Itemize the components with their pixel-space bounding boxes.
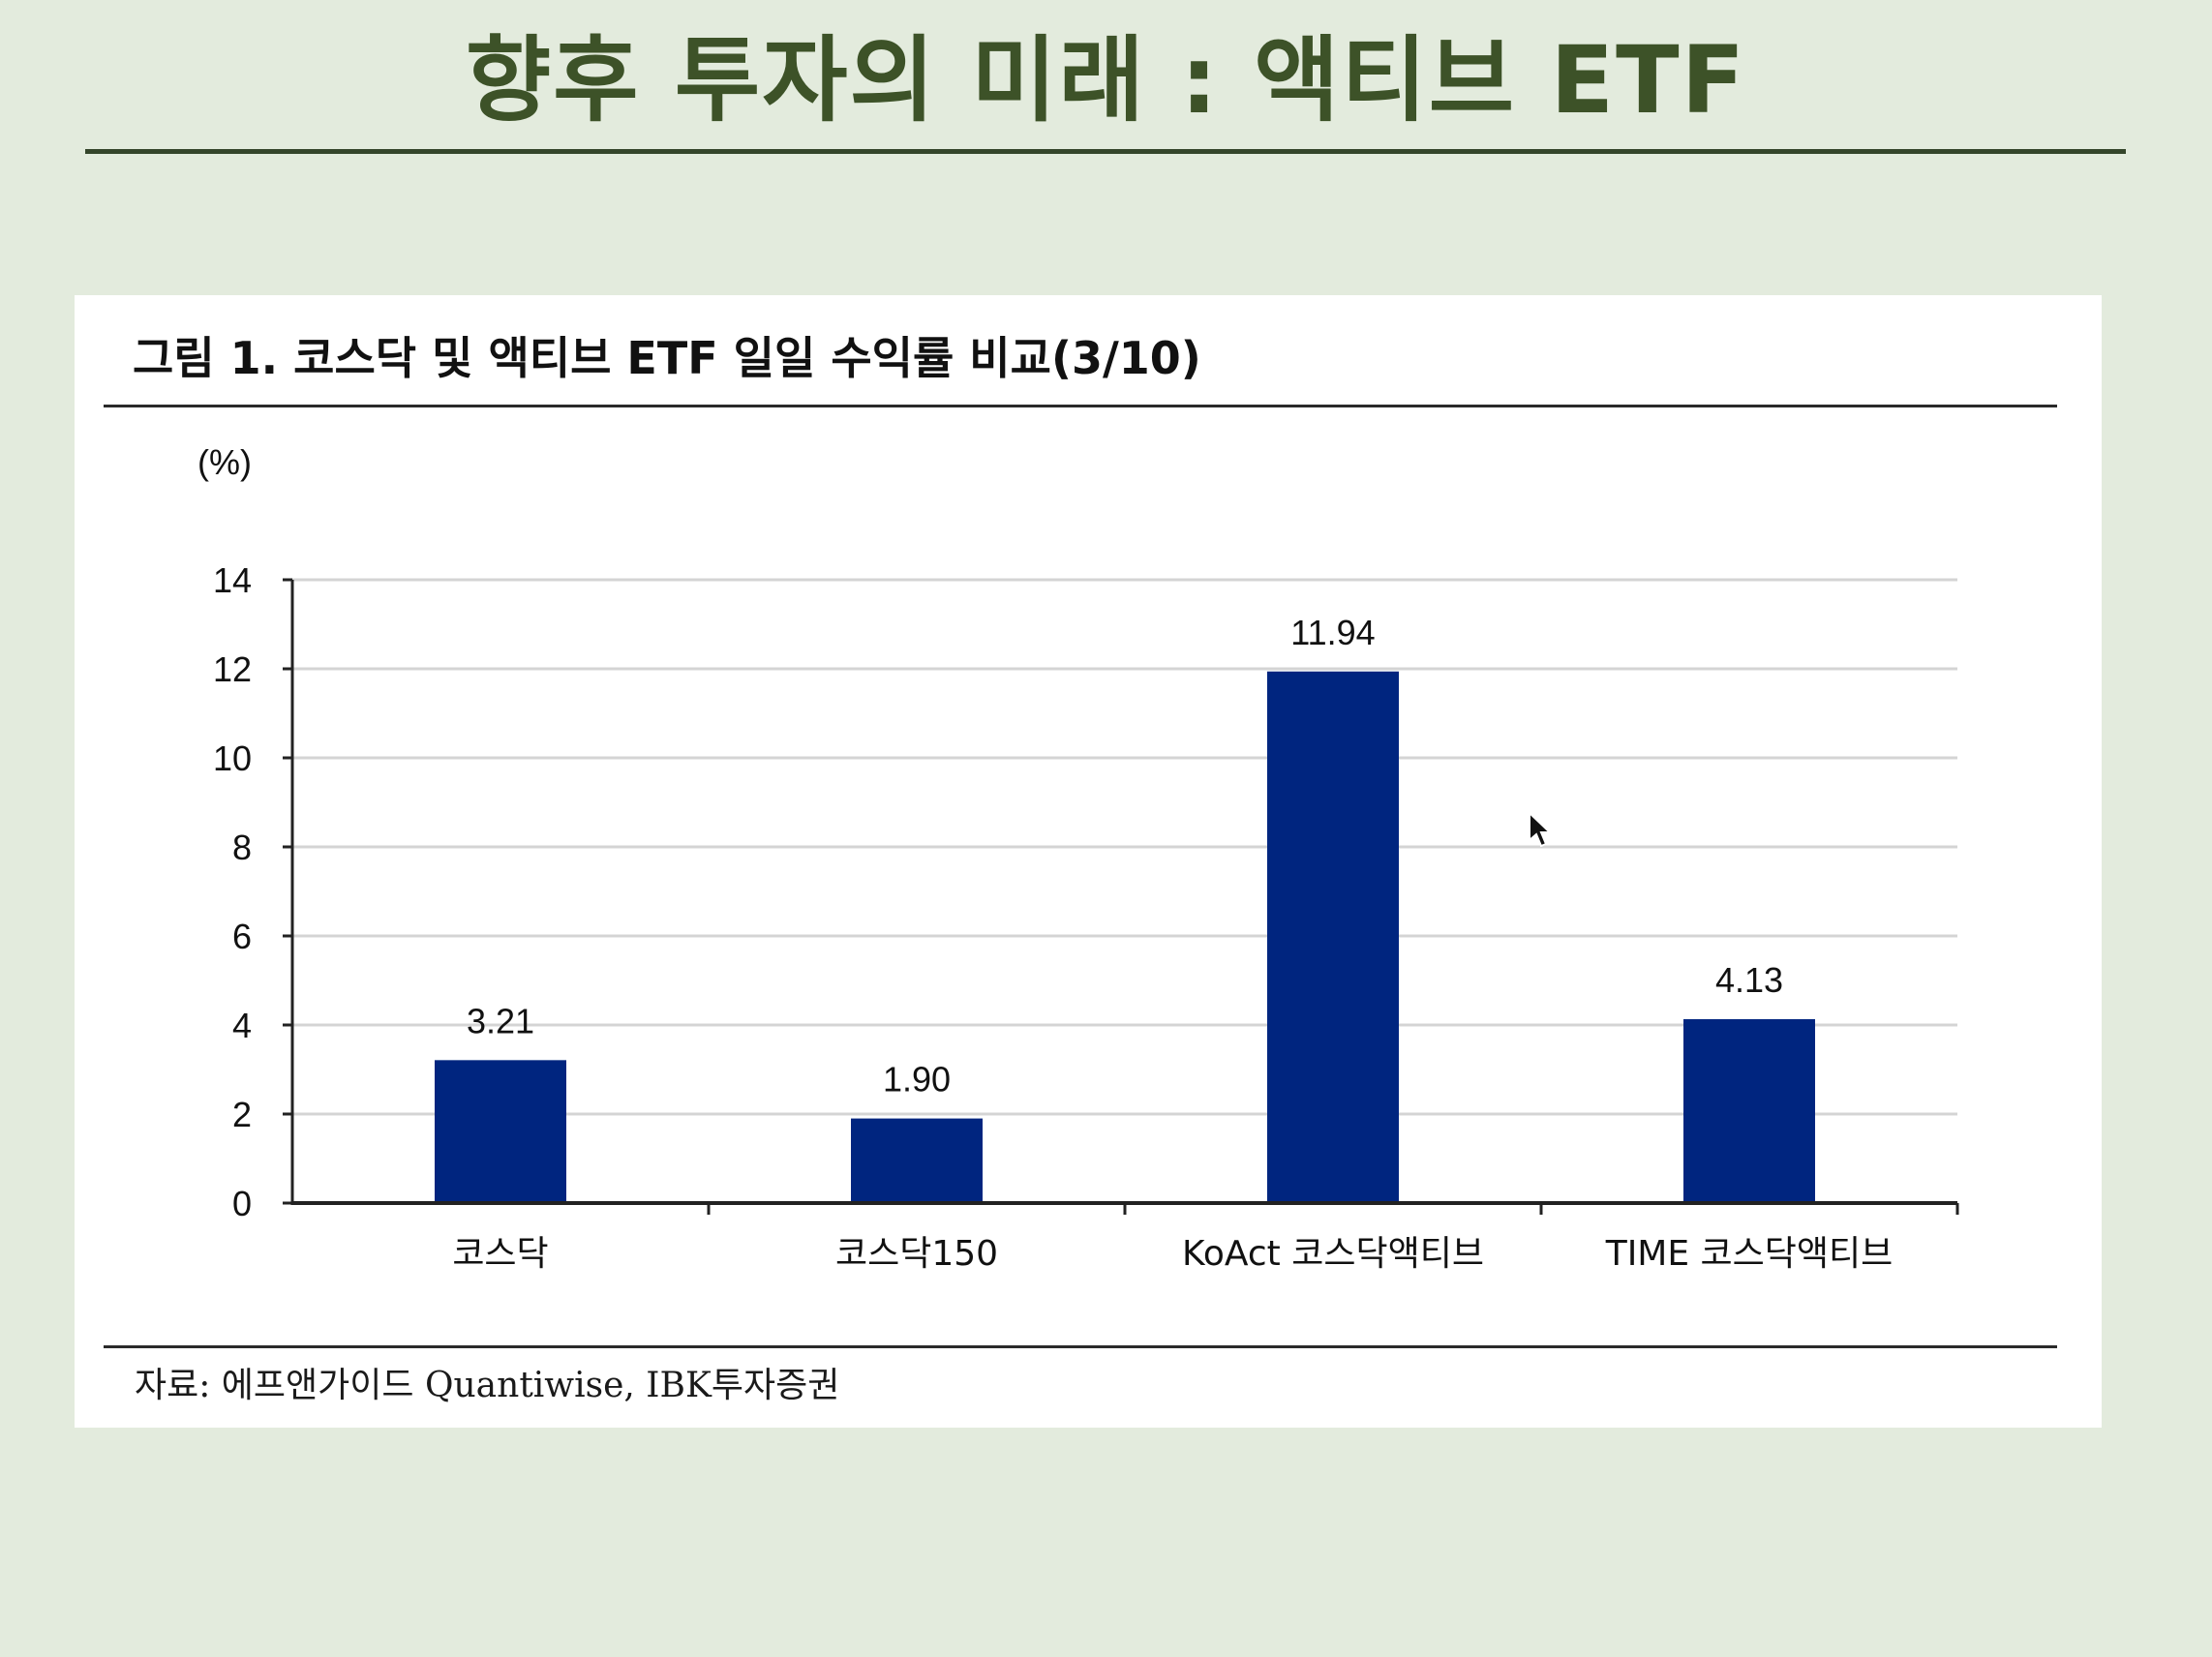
figure-card: 그림 1. 코스닥 및 액티브 ETF 일일 수익률 비교(3/10) 0 2 4 6… (75, 295, 2102, 1428)
y-tick-label: 2 (232, 1095, 252, 1134)
y-tick-label: 14 (213, 560, 252, 600)
bar (435, 1060, 566, 1203)
x-tick-label: TIME 코스닥액티브 (1605, 1234, 1894, 1274)
bars (435, 671, 1815, 1203)
grid-lines (292, 578, 1957, 1116)
data-label: 4.13 (1715, 960, 1783, 1000)
figure-title: 그림 1. 코스닥 및 액티브 ETF 일일 수익률 비교(3/10) (133, 332, 1201, 384)
y-tick-label: 8 (232, 828, 252, 867)
y-tick-label: 6 (232, 917, 252, 956)
data-label: 1.90 (883, 1060, 951, 1100)
y-tick-label: 0 (232, 1184, 252, 1223)
axes (283, 578, 1959, 1215)
slide-title: 향후 투자의 미래 : 액티브 ETF (465, 26, 1747, 135)
x-tick-label: 코스닥 (452, 1234, 548, 1274)
bar (1267, 671, 1399, 1203)
x-tick-label: 코스닥150 (835, 1234, 998, 1274)
figure-source: 자료: 에프앤가이드 Quantiwise, IBK투자증권 (135, 1366, 840, 1405)
bar (1683, 1019, 1815, 1203)
data-label: 11.94 (1290, 613, 1375, 652)
bar-chart: 0 2 4 6 8 10 12 14 (%) 3.21 코스닥 1.90 코스닥150 11.94 KoAc… (197, 442, 1959, 1274)
y-tick-label: 10 (213, 738, 252, 778)
y-tick-label: 12 (213, 649, 252, 689)
y-tick-label: 4 (232, 1006, 252, 1045)
x-tick-label: KoAct 코스닥액티브 (1182, 1234, 1484, 1274)
figure-bottom-divider (104, 1345, 2057, 1348)
y-unit-label: (%) (197, 442, 252, 482)
mouse-cursor-icon (1529, 811, 1551, 848)
figure-top-divider (104, 405, 2057, 407)
labels: 0 2 4 6 8 10 12 14 (%) 3.21 코스닥 1.90 코스닥150 11.94 KoAc… (197, 442, 1893, 1274)
data-label: 3.21 (467, 1001, 534, 1040)
title-divider (85, 149, 2126, 154)
bar (851, 1118, 983, 1203)
